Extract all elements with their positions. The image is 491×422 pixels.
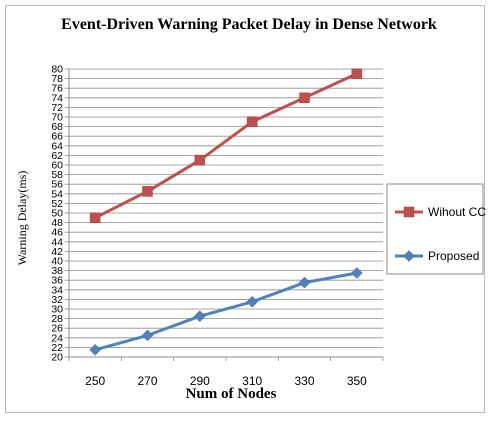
- y-tick-label: 26: [51, 323, 63, 335]
- x-tick-label: 270: [137, 374, 157, 388]
- y-tick-label: 70: [51, 112, 63, 124]
- data-point: [89, 343, 102, 356]
- data-point: [246, 116, 258, 128]
- y-tick-label: 36: [51, 275, 63, 287]
- x-tick-label: 250: [85, 374, 105, 388]
- y-tick-label: 54: [51, 188, 63, 200]
- x-tick-label: 350: [347, 374, 367, 388]
- legend-marker: [403, 206, 415, 218]
- series-line: [94, 271, 358, 352]
- legend-box: [386, 183, 484, 275]
- y-tick-label: 32: [51, 294, 63, 306]
- data-point: [298, 276, 311, 289]
- y-tick-label: 66: [51, 131, 63, 143]
- data-point: [246, 295, 259, 308]
- y-tick-label: 80: [51, 64, 63, 76]
- data-point: [141, 329, 154, 342]
- data-point: [299, 92, 310, 104]
- y-tick-label: 24: [51, 332, 63, 344]
- data-point: [351, 68, 363, 80]
- y-tick-label: 60: [51, 160, 63, 172]
- y-tick-label: 50: [51, 208, 63, 220]
- y-tick-label: 64: [51, 140, 63, 152]
- x-tick-label: 290: [190, 374, 210, 388]
- y-tick-label: 76: [51, 83, 63, 95]
- y-tick-label: 74: [51, 92, 63, 104]
- data-point: [193, 310, 206, 323]
- y-tick-label: 52: [51, 198, 63, 210]
- y-tick-label: 34: [51, 284, 63, 296]
- legend-label: Proposed: [428, 249, 479, 263]
- y-tick-label: 40: [51, 256, 63, 268]
- chart-frame: Event-Driven Warning Packet Delay in Den…: [5, 5, 486, 413]
- x-axis-label: Num of Nodes: [186, 386, 277, 402]
- legend-marker: [403, 250, 415, 262]
- y-tick-label: 58: [51, 169, 63, 181]
- y-tick-label: 68: [51, 121, 63, 133]
- y-tick-label: 28: [51, 313, 63, 325]
- y-tick-label: 46: [51, 227, 63, 239]
- legend-label: Wihout CC: [428, 205, 486, 219]
- series-line: [94, 72, 358, 220]
- y-tick-label: 44: [51, 236, 63, 248]
- chart-title: Event-Driven Warning Packet Delay in Den…: [61, 16, 437, 33]
- y-tick-label: 48: [51, 217, 63, 229]
- y-tick-label: 72: [51, 102, 63, 114]
- y-tick-label: 38: [51, 265, 63, 277]
- y-tick-label: 78: [51, 73, 63, 85]
- y-tick-label: 42: [51, 246, 63, 258]
- data-point: [350, 267, 363, 279]
- data-point: [194, 154, 206, 166]
- x-tick-label: 330: [294, 374, 314, 388]
- x-tick-label: 310: [242, 374, 262, 388]
- y-tick-label: 62: [51, 150, 63, 162]
- y-tick-label: 30: [51, 304, 63, 316]
- y-tick-label: 20: [51, 352, 63, 364]
- line-chart: Event-Driven Warning Packet Delay in Den…: [15, 16, 486, 402]
- y-axis-label: Warning Delay(ms): [15, 171, 29, 266]
- y-tick-label: 22: [51, 342, 63, 354]
- data-point: [142, 186, 153, 197]
- y-tick-label: 56: [51, 179, 63, 191]
- data-point: [89, 212, 101, 224]
